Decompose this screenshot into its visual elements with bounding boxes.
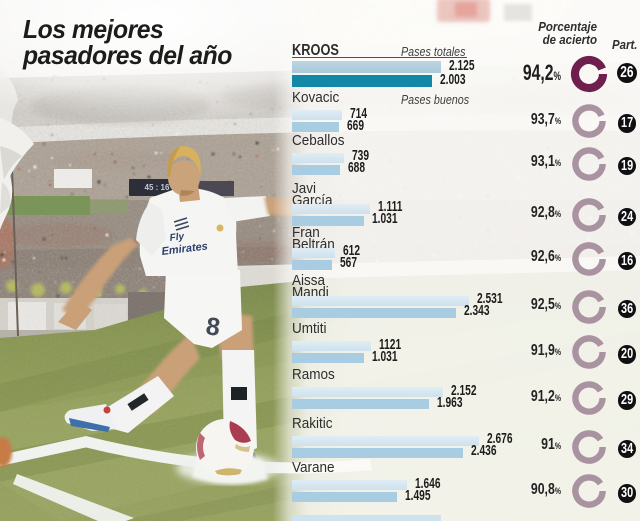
svg-text:Emirates: Emirates — [161, 240, 209, 258]
svg-text:8: 8 — [204, 312, 222, 342]
svg-text:Fly: Fly — [169, 231, 185, 244]
svg-text:45 : 16: 45 : 16 — [145, 183, 170, 192]
